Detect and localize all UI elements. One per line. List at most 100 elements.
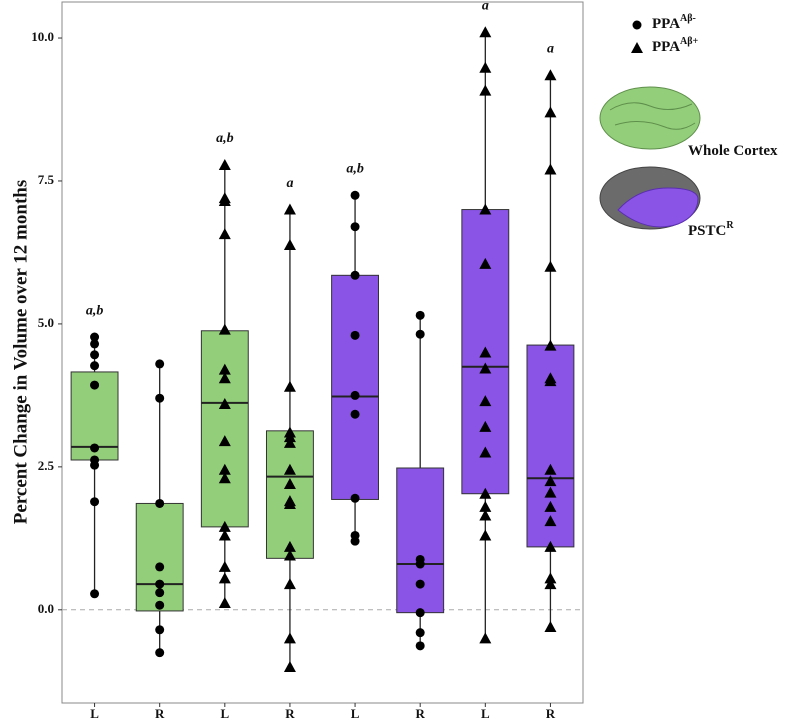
point	[479, 61, 492, 73]
point	[544, 260, 557, 272]
box	[265, 430, 314, 559]
point	[479, 203, 492, 215]
y-tick-label: 2.5	[38, 458, 55, 473]
point	[479, 487, 492, 499]
point	[415, 329, 425, 339]
legend-marker	[632, 20, 642, 30]
point	[155, 562, 165, 572]
point	[155, 600, 165, 610]
point	[415, 559, 425, 569]
annotation: a	[547, 41, 554, 56]
point	[283, 431, 296, 443]
x-tick-label: R	[285, 706, 295, 721]
annotation: a,b	[86, 303, 104, 318]
y-tick-label: 5.0	[38, 315, 54, 330]
point	[155, 648, 165, 658]
point	[415, 641, 425, 651]
point	[218, 435, 231, 447]
point	[90, 497, 100, 507]
point	[350, 270, 360, 280]
brain-whole-cortex	[599, 86, 701, 150]
point	[350, 493, 360, 503]
point	[155, 393, 165, 403]
point	[155, 359, 165, 369]
point	[544, 620, 557, 632]
point	[479, 446, 492, 458]
y-axis-label: Percent Change in Volume over 12 months	[10, 180, 31, 524]
point	[218, 560, 231, 572]
point	[218, 472, 231, 484]
legend-sup: Aβ+	[680, 36, 698, 47]
panel-label: PSTCR	[688, 220, 734, 239]
point	[479, 346, 492, 358]
y-tick-label: 7.5	[38, 172, 55, 187]
brain-pstc	[599, 166, 701, 230]
point	[479, 395, 492, 407]
x-tick-label: R	[415, 706, 425, 721]
point	[544, 69, 557, 81]
point	[350, 536, 360, 546]
point	[544, 540, 557, 552]
x-tick-label: R	[155, 706, 165, 721]
point	[283, 478, 296, 490]
y-tick-label: 0.0	[38, 601, 54, 616]
x-tick-label: L	[351, 706, 360, 721]
point	[283, 380, 296, 392]
point	[479, 84, 492, 96]
point	[350, 222, 360, 232]
point	[479, 500, 492, 512]
panel-label-text: Whole Cortex	[688, 143, 778, 159]
legend-marker	[631, 42, 643, 53]
legend-name: PPA	[652, 16, 680, 32]
point	[218, 323, 231, 335]
point	[218, 572, 231, 584]
point	[218, 158, 231, 170]
point	[544, 572, 557, 584]
point	[218, 529, 231, 541]
point	[90, 350, 100, 360]
annotation: a	[286, 176, 293, 191]
point	[544, 475, 557, 487]
point	[479, 632, 492, 644]
point	[283, 578, 296, 590]
x-tick-label: L	[220, 706, 229, 721]
panel-label: Whole Cortex	[688, 143, 778, 159]
point	[218, 363, 231, 375]
point	[544, 486, 557, 498]
point	[218, 397, 231, 409]
annotation: a	[482, 0, 489, 14]
point	[283, 239, 296, 251]
point	[479, 420, 492, 432]
point	[155, 579, 165, 589]
point	[544, 339, 557, 351]
point	[415, 608, 425, 618]
legend-name: PPA	[652, 39, 680, 55]
point	[544, 106, 557, 118]
annotation: a,b	[346, 161, 364, 176]
point	[90, 589, 100, 599]
legend-label: PPAAβ-	[652, 13, 696, 32]
point	[350, 409, 360, 419]
point	[544, 515, 557, 527]
box	[200, 330, 249, 528]
point	[350, 390, 360, 400]
point	[350, 330, 360, 340]
panel-label-text: PSTC	[688, 223, 726, 239]
point	[90, 380, 100, 390]
point	[479, 257, 492, 269]
point	[415, 310, 425, 320]
point	[479, 362, 492, 374]
point	[415, 628, 425, 638]
point	[155, 625, 165, 635]
point	[415, 579, 425, 589]
point	[90, 332, 100, 342]
point	[544, 375, 557, 387]
point	[90, 460, 100, 470]
point	[218, 228, 231, 240]
point	[283, 463, 296, 475]
point	[544, 463, 557, 475]
point	[218, 194, 231, 206]
point	[218, 596, 231, 608]
point	[350, 190, 360, 200]
